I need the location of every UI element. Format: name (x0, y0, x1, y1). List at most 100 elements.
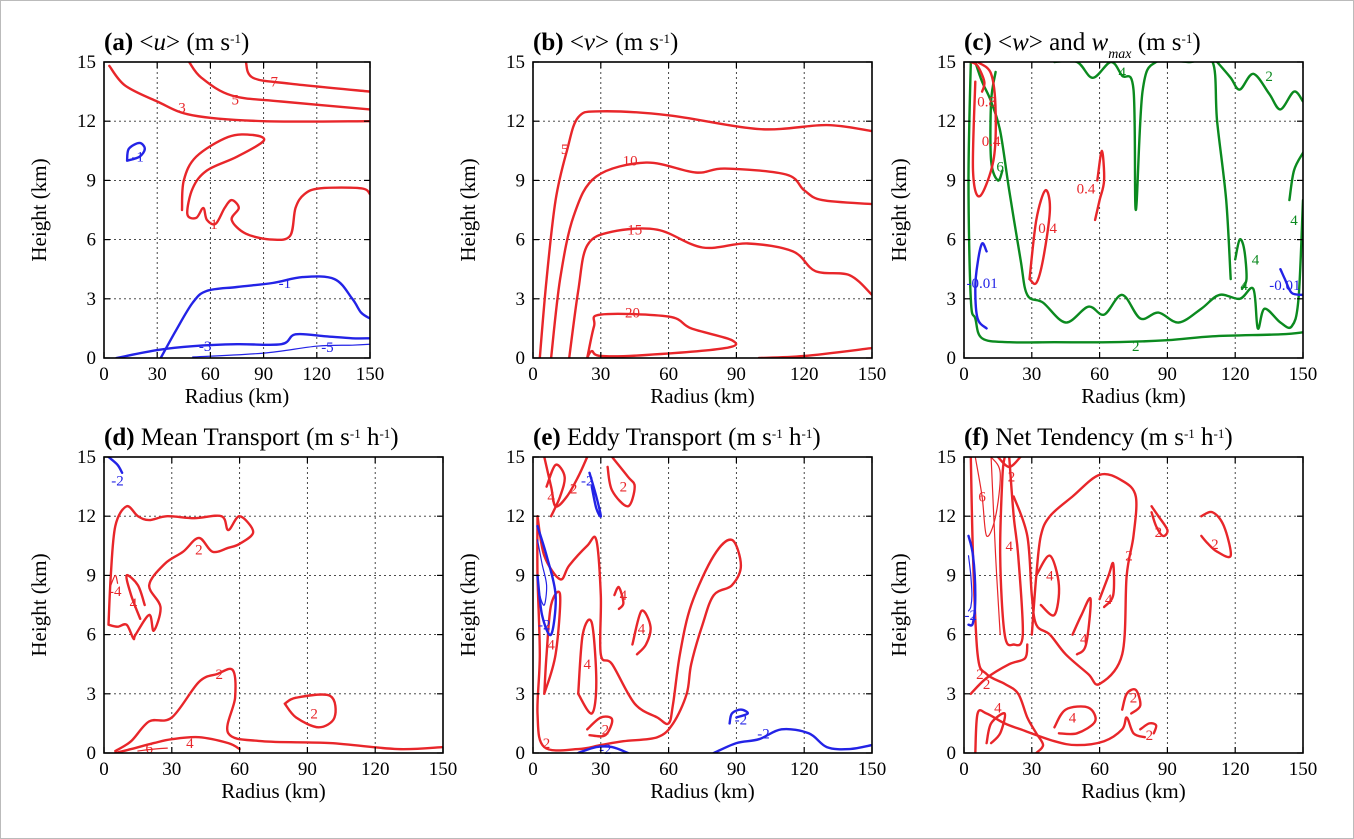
title-part: < (570, 29, 584, 56)
contour-line (728, 708, 749, 725)
contour-line (283, 693, 337, 729)
y-tick-label: 15 (937, 52, 956, 73)
x-tick-label: 150 (356, 364, 385, 385)
y-tick-label: 12 (506, 506, 525, 527)
contour-label: 7 (270, 75, 278, 91)
contour-line (1279, 268, 1303, 297)
title-part: ) (812, 424, 820, 451)
title-part: -1 (350, 426, 361, 441)
title-part: Eddy Transport (m s (567, 424, 772, 451)
panel-letter: (b) (533, 29, 570, 56)
x-axis-label: Radius (km) (1081, 779, 1185, 803)
contour-label: 0.4 (1077, 181, 1096, 197)
contour-line (606, 457, 636, 508)
contour-line (1139, 721, 1158, 735)
x-tick-label: 120 (1221, 364, 1250, 385)
contour-label: 2 (1125, 549, 1133, 565)
y-tick-label: 3 (947, 289, 957, 310)
panel-title: (e) Eddy Transport (m s-1 h-1) (533, 424, 821, 451)
contour-line (712, 727, 872, 753)
y-tick-label: 15 (506, 52, 525, 73)
contour-label: -0.01 (966, 276, 997, 292)
x-tick-label: 90 (254, 364, 273, 385)
y-tick-label: 9 (947, 170, 957, 191)
x-tick-label: 150 (429, 759, 458, 780)
contour-label: 2 (1008, 470, 1016, 486)
x-axis-label: Radius (km) (221, 779, 325, 803)
y-tick-label: 12 (937, 506, 956, 527)
x-tick-label: 150 (1289, 364, 1318, 385)
title-part: -1 (659, 31, 670, 46)
y-tick-label: 3 (516, 684, 526, 705)
contour-line (1121, 688, 1142, 715)
contour-line (1288, 151, 1303, 202)
contour-label: 4 (638, 622, 646, 638)
y-tick-label: 12 (77, 111, 96, 132)
y-tick-label: 12 (506, 111, 525, 132)
contours (538, 110, 872, 358)
contour-label: 6 (978, 489, 986, 505)
x-tick-label: 30 (591, 759, 610, 780)
x-tick-label: 30 (162, 759, 181, 780)
contour-label: 6 (996, 160, 1004, 176)
contour-label: 4 (1290, 213, 1298, 229)
panel-letter: (a) (104, 29, 139, 56)
contour-line (115, 332, 370, 358)
contour-line (1012, 472, 1138, 686)
contour-line (1053, 62, 1232, 281)
contour-line (967, 62, 1303, 344)
contour-line (187, 62, 370, 111)
x-tick-label: 60 (230, 759, 249, 780)
x-tick-label: 60 (1090, 759, 1109, 780)
contour-label: 2 (195, 543, 203, 559)
contour-label: 4 (1005, 539, 1013, 555)
y-tick-label: 6 (516, 230, 526, 251)
y-tick-label: 3 (87, 289, 97, 310)
contour-line (549, 161, 872, 358)
contour-label: 2 (1265, 69, 1273, 85)
contour-label: 4 (994, 701, 1002, 717)
contour-label: 0.8 (977, 94, 996, 110)
contour-label: 2 (1146, 728, 1154, 744)
contour-label: 4 (1069, 710, 1077, 726)
contour-line (974, 242, 988, 330)
y-tick-label: 0 (947, 348, 957, 369)
x-tick-label: 30 (591, 364, 610, 385)
x-tick-label: 120 (1221, 759, 1250, 780)
y-tick-label: 3 (947, 684, 957, 705)
contour-line (577, 745, 630, 753)
x-axis-label: Radius (km) (650, 384, 754, 408)
contour-line (159, 275, 370, 358)
contour-label: 0.4 (1038, 221, 1057, 237)
contour-label: 2 (602, 722, 610, 738)
title-part: h (783, 424, 802, 451)
contour-label: -0.01 (1269, 278, 1300, 294)
contour-line (538, 110, 872, 358)
contour-line (985, 712, 1007, 745)
title-part: h (361, 424, 380, 451)
y-tick-label: 12 (937, 111, 956, 132)
x-axis-label: Radius (km) (185, 384, 289, 408)
contour-label: -2 (965, 608, 978, 624)
contour-label: 2 (983, 677, 991, 693)
title-part: (m s (1132, 29, 1182, 56)
x-tick-label: 60 (201, 364, 220, 385)
x-axis-label: Radius (km) (650, 779, 754, 803)
contours (967, 457, 1233, 753)
title-part: w (1092, 29, 1109, 56)
panel-title: (f) Net Tendency (m s-1 h-1) (964, 424, 1233, 451)
plot-frame (103, 61, 371, 359)
y-tick-label: 6 (947, 625, 957, 646)
plot-frame (532, 61, 873, 359)
x-tick-label: 60 (659, 759, 678, 780)
contour-label: 4 (583, 657, 591, 673)
y-tick-label: 15 (77, 447, 96, 468)
panel-a: 7 5 3 -1 1 -1 -3 -5 0 30 60 90 120 150 0 3 6 9 12 15 Radius … (27, 29, 384, 408)
title-part: v (584, 29, 596, 56)
contour-line (989, 70, 1004, 182)
contours (967, 62, 1303, 344)
title-part: h (1195, 424, 1214, 451)
title-part: u (154, 29, 167, 56)
